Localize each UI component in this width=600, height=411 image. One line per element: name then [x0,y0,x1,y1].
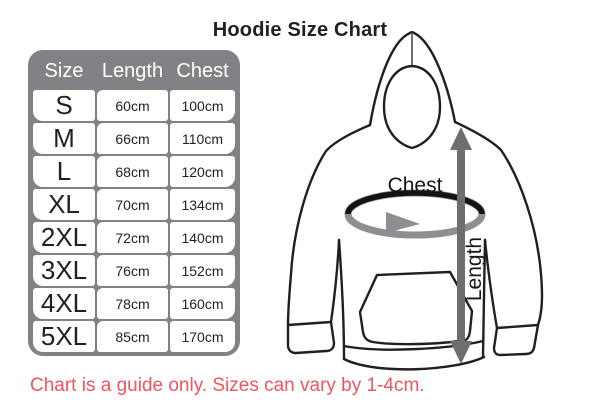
page-title: Hoodie Size Chart [212,19,388,41]
disclaimer-note: Chart is a guide only. Sizes can vary by… [30,375,425,396]
hoodie-right-sleeve [453,120,544,327]
chest-cell: 160cm [170,288,235,319]
length-cell: 76cm [97,255,168,286]
size-cell: S [33,90,95,121]
size-cell: 3XL [33,255,95,286]
header-size: Size [44,60,84,82]
length-cell: 72cm [97,222,168,253]
hoodie-face-opening [382,64,442,150]
length-cell: 60cm [97,90,168,121]
hoodie-left-sleeve [286,123,372,327]
chest-cell: 110cm [170,123,235,154]
chest-cell: 100cm [170,90,235,121]
size-cell: M [33,123,95,154]
length-cell: 78cm [97,288,168,319]
header-length: Length [101,60,164,82]
size-table: Size Length Chest S 60cm 100cm M 66cm 11… [28,50,240,356]
chest-measure-arrow [344,189,486,239]
length-cell: 68cm [97,156,168,187]
chest-cell: 134cm [170,189,235,220]
size-cell: L [33,156,95,187]
length-measure-arrow [450,127,472,364]
size-cell: XL [33,189,95,220]
chest-cell: 140cm [170,222,235,253]
chest-cell: 120cm [170,156,235,187]
size-cell: 4XL [33,288,95,319]
header-chest: Chest [176,60,229,82]
hoodie-right-cuff [492,323,540,357]
chest-label: Chest [387,174,443,197]
chest-cell: 170cm [170,321,235,352]
length-cell: 66cm [97,123,168,154]
size-cell: 5XL [33,321,95,352]
size-cell: 2XL [33,222,95,253]
hoodie-pocket [358,270,474,346]
chest-cell: 152cm [170,255,235,286]
length-cell: 85cm [97,321,168,352]
hoodie-diagram [286,31,544,371]
length-cell: 70cm [97,189,168,220]
hoodie-left-cuff [286,320,336,355]
length-label: Length [463,236,486,302]
